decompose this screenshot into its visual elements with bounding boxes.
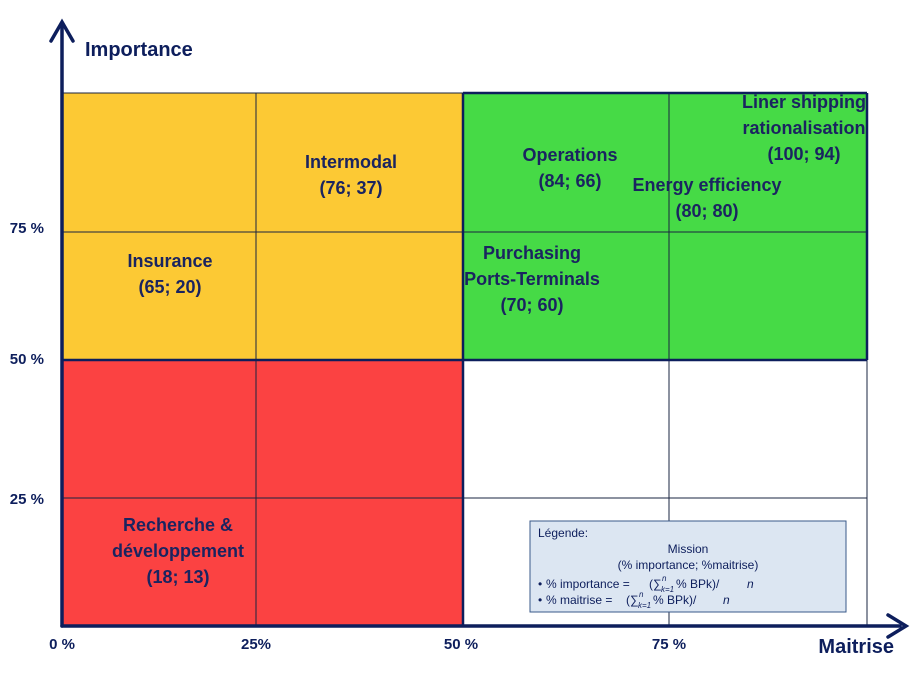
- quadrant-top-left: [62, 93, 463, 360]
- formula-n: n: [723, 593, 730, 607]
- legend-importance-label: % importance =: [546, 577, 630, 591]
- formula-sum-lower: k=1: [661, 585, 674, 594]
- mission-recherche: Recherche & développement (18; 13): [112, 515, 244, 587]
- formula-body: % BPk)/: [676, 577, 720, 591]
- formula-body: % BPk)/: [653, 593, 697, 607]
- y-tick-label: 25 %: [10, 491, 44, 508]
- mission-value: (18; 13): [146, 567, 209, 587]
- mission-name: Recherche &: [123, 515, 233, 535]
- quadrant-bottom-left: [62, 360, 463, 626]
- legend-importance-formula: • % importance = ( ∑ n k=1 % BPk)/ n: [538, 574, 754, 594]
- formula-sum: ∑: [653, 577, 662, 591]
- mission-value: (100; 94): [767, 144, 840, 164]
- formula-sum-upper: n: [639, 590, 644, 599]
- quadrant-borders: [62, 91, 869, 626]
- mission-value: (70; 60): [500, 295, 563, 315]
- y-tick-label: 75 %: [10, 220, 44, 237]
- x-tick-label: 0 %: [49, 636, 75, 653]
- mission-name: Operations: [522, 145, 617, 165]
- formula-sum-upper: n: [662, 574, 667, 583]
- mission-name: Intermodal: [305, 152, 397, 172]
- x-axis-arrow: [886, 613, 910, 639]
- legend-line1: Mission: [668, 542, 709, 556]
- legend-bullet: •: [538, 593, 542, 607]
- mission-value: (65; 20): [138, 277, 201, 297]
- x-tick-label: 25%: [241, 636, 271, 653]
- mission-insurance: Insurance (65; 20): [127, 251, 212, 297]
- x-tick-label: 50 %: [444, 636, 478, 653]
- legend-title: Légende:: [538, 526, 588, 540]
- mission-value: (76; 37): [319, 178, 382, 198]
- x-tick-label: 75 %: [652, 636, 686, 653]
- y-axis-arrow: [49, 18, 75, 43]
- mission-name: Energy efficiency: [632, 175, 781, 195]
- y-tick-label: 50 %: [10, 351, 44, 368]
- mission-name: développement: [112, 541, 244, 561]
- formula-n: n: [747, 577, 754, 591]
- formula-sum-lower: k=1: [638, 601, 651, 610]
- axes: [49, 18, 910, 639]
- mission-name: Purchasing: [483, 243, 581, 263]
- legend-box: Légende: Mission (% importance; %maitris…: [529, 520, 847, 613]
- mission-labels: Intermodal (76; 37) Insurance (65; 20) O…: [112, 92, 866, 587]
- legend-line2: (% importance; %maitrise): [618, 558, 759, 572]
- x-axis-title: Maitrise: [818, 636, 894, 658]
- mission-name: Ports-Terminals: [464, 269, 600, 289]
- x-tick-labels: 0 % 25% 50 % 75 %: [49, 636, 686, 653]
- y-axis-title: Importance: [85, 39, 193, 61]
- mission-name: Insurance: [127, 251, 212, 271]
- quadrant-top-right: [463, 93, 867, 360]
- mission-operations: Operations (84; 66): [522, 145, 617, 191]
- mission-name: Liner shipping: [742, 92, 866, 112]
- mission-intermodal: Intermodal (76; 37): [305, 152, 397, 198]
- formula-sum: ∑: [630, 593, 639, 607]
- mission-energy-efficiency: Energy efficiency (80; 80): [632, 175, 781, 221]
- mission-value: (80; 80): [675, 201, 738, 221]
- legend-maitrise-label: % maitrise =: [546, 593, 612, 607]
- formula-paren: (: [626, 593, 630, 607]
- y-tick-labels: 25 % 50 % 75 %: [10, 220, 44, 508]
- formula-paren: (: [649, 577, 653, 591]
- mission-purchasing: Purchasing Ports-Terminals (70; 60): [464, 243, 600, 315]
- mission-liner-shipping: Liner shipping rationalisation (100; 94): [742, 92, 866, 164]
- mission-name: rationalisation: [742, 118, 865, 138]
- legend-bullet: •: [538, 577, 542, 591]
- legend-maitrise-formula: • % maitrise = ( ∑ n k=1 % BPk)/ n: [538, 590, 730, 610]
- mission-value: (84; 66): [538, 171, 601, 191]
